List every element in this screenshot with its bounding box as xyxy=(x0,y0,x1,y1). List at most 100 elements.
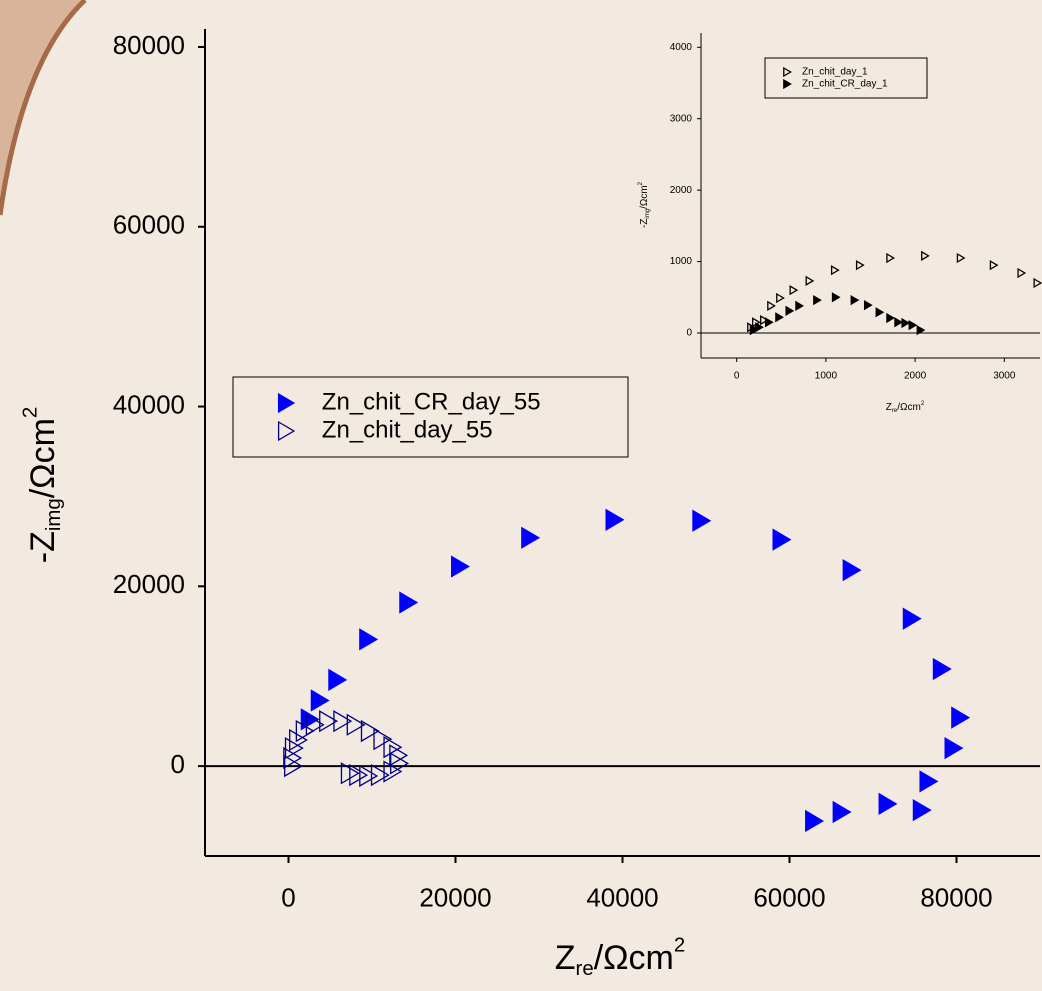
point xyxy=(1033,277,1042,289)
axis-label-part: /Ωcm xyxy=(594,939,674,977)
point xyxy=(772,528,792,551)
axis-label: Zre/Ωcm2 xyxy=(555,935,685,981)
point xyxy=(908,320,918,331)
x-tick-label: 40000 xyxy=(586,882,658,912)
point xyxy=(805,809,824,833)
point xyxy=(785,305,795,316)
legend-label: Zn_chit_CR_day_1 xyxy=(802,79,888,90)
legend-label: Zn_chit_day_55 xyxy=(322,416,493,443)
point xyxy=(855,260,865,271)
axis-label-part: Z xyxy=(886,402,892,413)
x-tick-label: 0 xyxy=(734,371,740,382)
point xyxy=(305,713,325,736)
x-tick-label: 0 xyxy=(281,882,295,912)
axis-label-part: /Ωcm xyxy=(639,185,650,209)
point xyxy=(370,763,390,787)
point xyxy=(346,713,366,736)
legend-label: Zn_chit_day_1 xyxy=(802,67,868,78)
axis-label: Zre/Ωcm2 xyxy=(886,401,925,414)
axis-label-part: re xyxy=(892,408,898,414)
point xyxy=(360,719,380,743)
axis-label-part: /Ωcm xyxy=(897,402,921,413)
point xyxy=(878,792,898,815)
x-tick-label: 60000 xyxy=(753,882,825,912)
point xyxy=(775,312,784,323)
axis-label-part: Z xyxy=(555,939,576,977)
point xyxy=(605,508,625,531)
legend-box xyxy=(232,376,629,458)
point xyxy=(310,689,330,712)
point xyxy=(390,752,410,775)
point xyxy=(349,763,369,787)
point xyxy=(289,728,308,752)
axis-label-part: 2 xyxy=(20,407,42,418)
point xyxy=(932,657,952,681)
point xyxy=(373,728,393,751)
axis-label-part: re xyxy=(576,959,594,981)
point xyxy=(359,764,379,788)
point xyxy=(956,252,966,264)
axis-label-part: img xyxy=(645,209,651,219)
point xyxy=(451,555,470,578)
point xyxy=(875,307,885,318)
point xyxy=(284,754,303,778)
point xyxy=(383,760,403,783)
x-tick-label: 80000 xyxy=(920,882,992,912)
y-tick-label: 60000 xyxy=(113,210,185,240)
point xyxy=(300,708,320,731)
axis-label-part: -Z xyxy=(639,219,650,228)
point xyxy=(333,710,353,733)
point xyxy=(319,710,339,733)
point xyxy=(989,260,999,271)
point xyxy=(383,736,403,759)
y-tick-label: 2000 xyxy=(670,185,693,196)
legend-marker xyxy=(277,420,296,442)
legend-box xyxy=(764,57,928,99)
axis-label-part: 2 xyxy=(638,181,644,185)
y-tick-label: 20000 xyxy=(113,569,185,599)
y-tick-label: 3000 xyxy=(670,113,693,124)
y-tick-label: 0 xyxy=(686,328,692,339)
point xyxy=(295,719,315,743)
y-tick-label: 40000 xyxy=(113,389,185,419)
point xyxy=(760,315,769,326)
point xyxy=(842,559,862,582)
point xyxy=(1017,267,1027,279)
point xyxy=(894,317,904,328)
legend-label: Zn_chit_CR_day_55 xyxy=(322,388,541,415)
corner-arc xyxy=(0,0,87,216)
axis-label-part: img xyxy=(44,498,66,531)
point xyxy=(359,628,379,651)
point xyxy=(283,746,303,770)
point xyxy=(813,295,822,306)
point xyxy=(749,325,759,336)
point xyxy=(850,295,860,306)
point xyxy=(340,762,360,785)
point xyxy=(755,322,764,333)
point xyxy=(692,509,712,532)
axis-label-part: /Ωcm xyxy=(24,418,62,498)
point xyxy=(886,252,896,264)
point xyxy=(863,300,873,311)
x-tick-label: 2000 xyxy=(904,371,927,382)
point xyxy=(919,770,939,793)
point xyxy=(776,292,785,304)
axis-label-part: 2 xyxy=(921,401,925,407)
point xyxy=(521,526,541,549)
point xyxy=(831,292,841,303)
axis-label-part: 2 xyxy=(674,935,685,957)
axis-label: -Zimg/Ωcm2 xyxy=(20,407,66,563)
y-tick-label: 4000 xyxy=(670,42,693,53)
axis-label: -Zimg/Ωcm2 xyxy=(638,181,651,228)
corner-decoration xyxy=(0,0,85,215)
point xyxy=(944,736,964,760)
point xyxy=(328,668,348,691)
x-tick-label: 3000 xyxy=(993,371,1016,382)
point xyxy=(789,285,799,296)
point xyxy=(389,744,409,767)
point xyxy=(901,317,911,329)
x-tick-label: 1000 xyxy=(815,371,838,382)
point xyxy=(284,736,304,760)
legend-marker xyxy=(783,78,792,90)
